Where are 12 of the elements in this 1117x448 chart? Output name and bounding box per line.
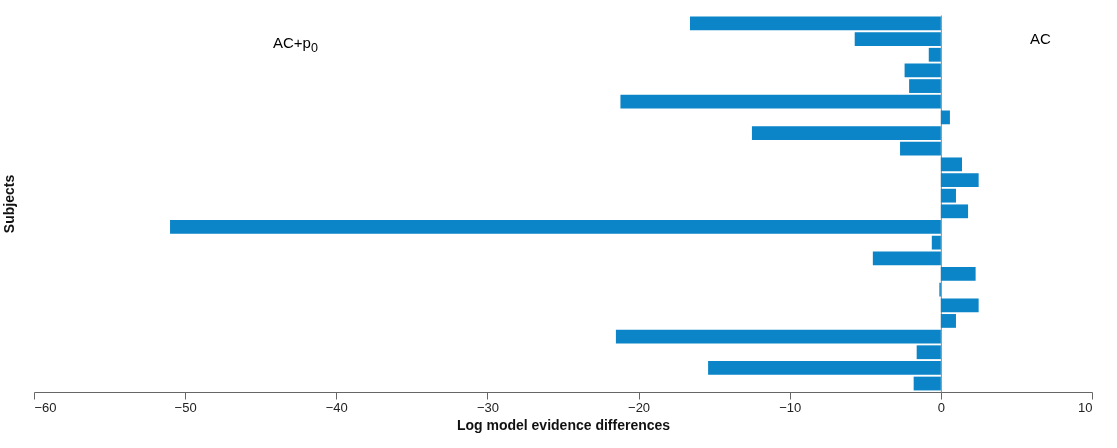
annotation: AC+p$_{0}$ <box>273 34 318 55</box>
x-tick-label: −40 <box>325 399 348 415</box>
x-tick-label: −60 <box>34 399 57 415</box>
x-tick-label: −50 <box>174 399 197 415</box>
x-tick-label: −30 <box>476 399 499 415</box>
x-tick-label: −20 <box>628 399 651 415</box>
y-axis-title: Subjects <box>0 174 17 234</box>
x-tick-label: 0 <box>937 399 945 415</box>
x-tick-label: −10 <box>779 399 802 415</box>
annotation: AC <box>1030 30 1051 47</box>
x-tick-label: 10 <box>1078 399 1093 415</box>
x-axis-title: Log model evidence differences <box>456 416 671 433</box>
